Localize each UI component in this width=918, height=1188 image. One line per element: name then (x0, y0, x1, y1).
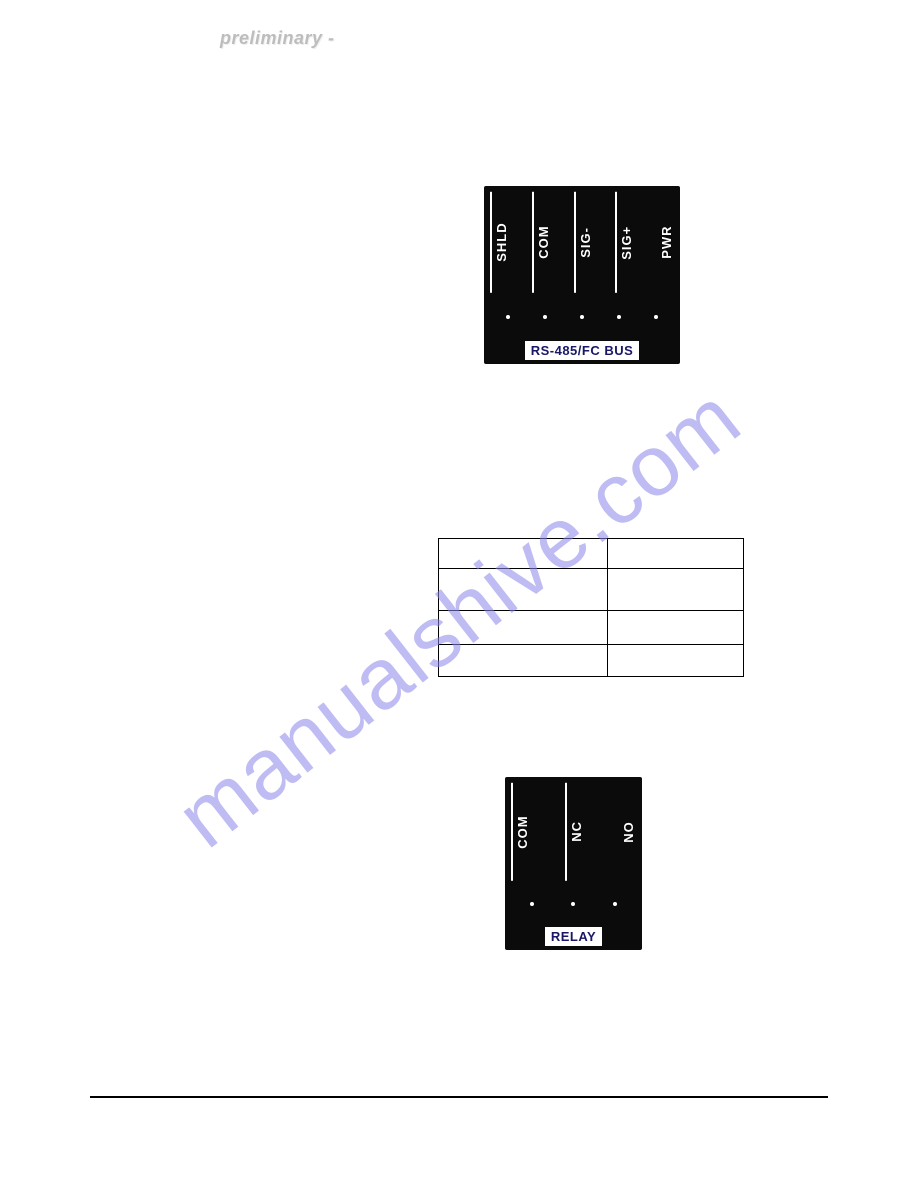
table-row (439, 569, 744, 611)
page: preliminary - manualshive.com SHLD COM S… (0, 0, 918, 1188)
dot-icon (571, 902, 575, 906)
pin-no: NO (619, 783, 636, 881)
table-cell (608, 611, 744, 645)
pin-nc: NC (565, 783, 584, 881)
rs485-bottom-label: RS-485/FC BUS (525, 341, 640, 360)
table-cell (608, 539, 744, 569)
pin-com: COM (532, 192, 551, 293)
rs485-connector-figure: SHLD COM SIG- SIG+ PWR RS-485/FC BUS (484, 186, 680, 364)
relay-pin-labels: COM NC NO (511, 783, 636, 881)
pin-shld: SHLD (490, 192, 509, 293)
pin-sig-minus: SIG- (574, 192, 593, 293)
relay-pin-dots (511, 894, 636, 914)
preliminary-watermark: preliminary - (220, 28, 335, 49)
dot-icon (543, 315, 547, 319)
pin-sig-plus: SIG+ (615, 192, 634, 293)
relay-connector-figure: COM NC NO RELAY (505, 777, 642, 950)
table-cell (439, 569, 608, 611)
table-row (439, 645, 744, 677)
dot-icon (613, 902, 617, 906)
rs485-pin-labels: SHLD COM SIG- SIG+ PWR (490, 192, 674, 293)
relay-bottom-label: RELAY (545, 927, 602, 946)
pin-com: COM (511, 783, 530, 881)
rs485-pin-dots (490, 307, 674, 327)
table-cell (608, 645, 744, 677)
table-cell (608, 569, 744, 611)
table-row (439, 539, 744, 569)
dot-icon (530, 902, 534, 906)
footer-divider (90, 1096, 828, 1098)
table-cell (439, 645, 608, 677)
dot-icon (617, 315, 621, 319)
dot-icon (506, 315, 510, 319)
dot-icon (580, 315, 584, 319)
table-cell (439, 539, 608, 569)
table-cell (439, 611, 608, 645)
table-row (439, 611, 744, 645)
spec-table (438, 538, 744, 677)
pin-pwr: PWR (657, 192, 674, 293)
dot-icon (654, 315, 658, 319)
